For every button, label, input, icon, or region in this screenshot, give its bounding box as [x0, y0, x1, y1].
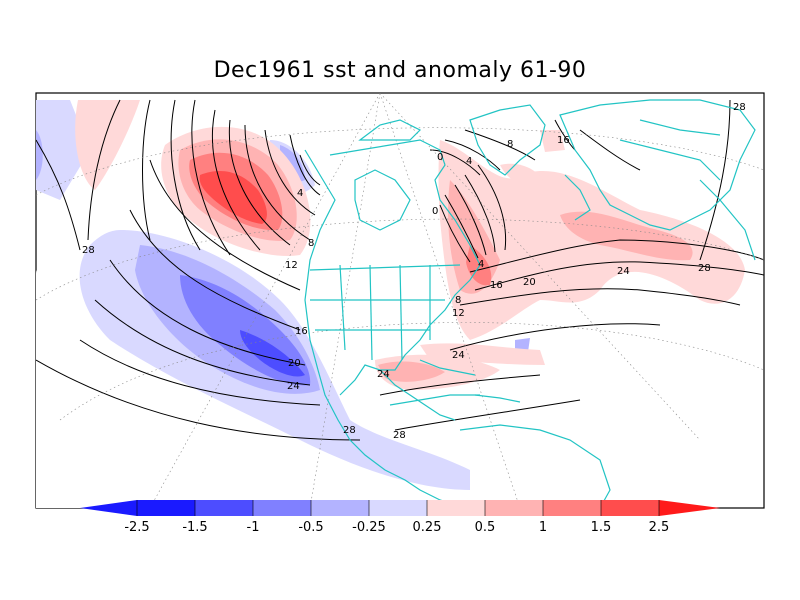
colorbar-bin: [369, 500, 427, 516]
contour-label: 28: [343, 425, 356, 436]
contour-label: 4: [466, 156, 472, 167]
colorbar-tick-label: -1: [247, 520, 260, 535]
contour-label: 8: [455, 295, 461, 306]
contour-label: 24: [617, 266, 630, 277]
contour-label: 16: [295, 326, 308, 337]
colorbar-tick-label: 2.5: [649, 520, 670, 535]
contour-label: 4: [297, 188, 303, 199]
colorbar-low-triangle: [80, 500, 137, 516]
contour-label: 28: [393, 430, 406, 441]
colorbar-tick-label: 0.25: [413, 520, 442, 535]
pacific-contour-labels: 28 4 8 12 16 20 24 28 28: [82, 188, 406, 441]
contour-label: 8: [507, 139, 513, 150]
colorbar-bin: [543, 500, 601, 516]
contour-label: 0: [432, 206, 438, 217]
contour-label: 28: [82, 245, 95, 256]
graticule: [36, 93, 764, 508]
colorbar-bin: [601, 500, 659, 516]
contour-label: 4: [478, 259, 484, 270]
sst-contours: [36, 99, 764, 441]
contour-label: 24: [377, 369, 390, 380]
contour-label: 20: [523, 277, 536, 288]
contour-label: 16: [490, 280, 503, 291]
colorbar: -2.5 -1.5 -1 -0.5 -0.25 0.25 0.5 1 1.5 2…: [80, 500, 720, 535]
colorbar-tick-label: -1.5: [182, 520, 207, 535]
contour-label: 28: [698, 263, 711, 274]
colorbar-high-triangle: [659, 500, 720, 516]
coastlines: [304, 99, 756, 508]
colorbar-bin: [195, 500, 253, 516]
contour-label: 24: [287, 381, 300, 392]
contour-label: 0: [437, 152, 443, 163]
atlantic-contour-labels: 0 4 8 16 0 4 8 12 16 20 24 24 28 24 28: [377, 102, 746, 380]
colorbar-bin: [311, 500, 369, 516]
colorbar-tick-label: -0.5: [298, 520, 323, 535]
contour-label: 8: [308, 238, 314, 249]
colorbar-bin: [427, 500, 485, 516]
colorbar-tick-label: 1.5: [591, 520, 612, 535]
colorbar-tick-label: -0.25: [352, 520, 386, 535]
contour-label: 20: [288, 358, 301, 369]
contour-label: 24: [452, 350, 465, 361]
contour-label: 16: [557, 135, 570, 146]
colorbar-bin: [253, 500, 311, 516]
contour-label: 28: [733, 102, 746, 113]
colorbar-tick-label: 0.5: [475, 520, 496, 535]
colorbar-bin: [485, 500, 543, 516]
colorbar-bin: [137, 500, 195, 516]
colorbar-tick-label: -2.5: [124, 520, 149, 535]
contour-label: 12: [452, 308, 465, 319]
outside-domain: [36, 270, 180, 508]
contour-label: 12: [285, 260, 298, 271]
positive-anomaly-fill: [75, 100, 745, 390]
map-title: Dec1961 sst and anomaly 61-90: [213, 58, 587, 83]
colorbar-tick-label: 1: [539, 520, 547, 535]
